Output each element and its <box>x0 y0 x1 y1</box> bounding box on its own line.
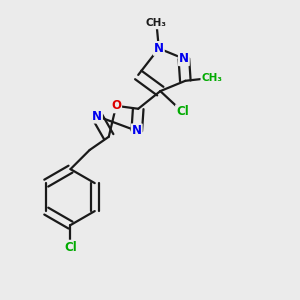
Text: Cl: Cl <box>176 105 189 118</box>
Text: N: N <box>154 42 164 55</box>
Text: Cl: Cl <box>64 241 77 254</box>
Text: N: N <box>179 52 189 65</box>
Text: CH₃: CH₃ <box>201 73 222 83</box>
Text: O: O <box>111 99 121 112</box>
Text: N: N <box>92 110 102 123</box>
Text: N: N <box>132 124 142 137</box>
Text: CH₃: CH₃ <box>146 18 167 28</box>
